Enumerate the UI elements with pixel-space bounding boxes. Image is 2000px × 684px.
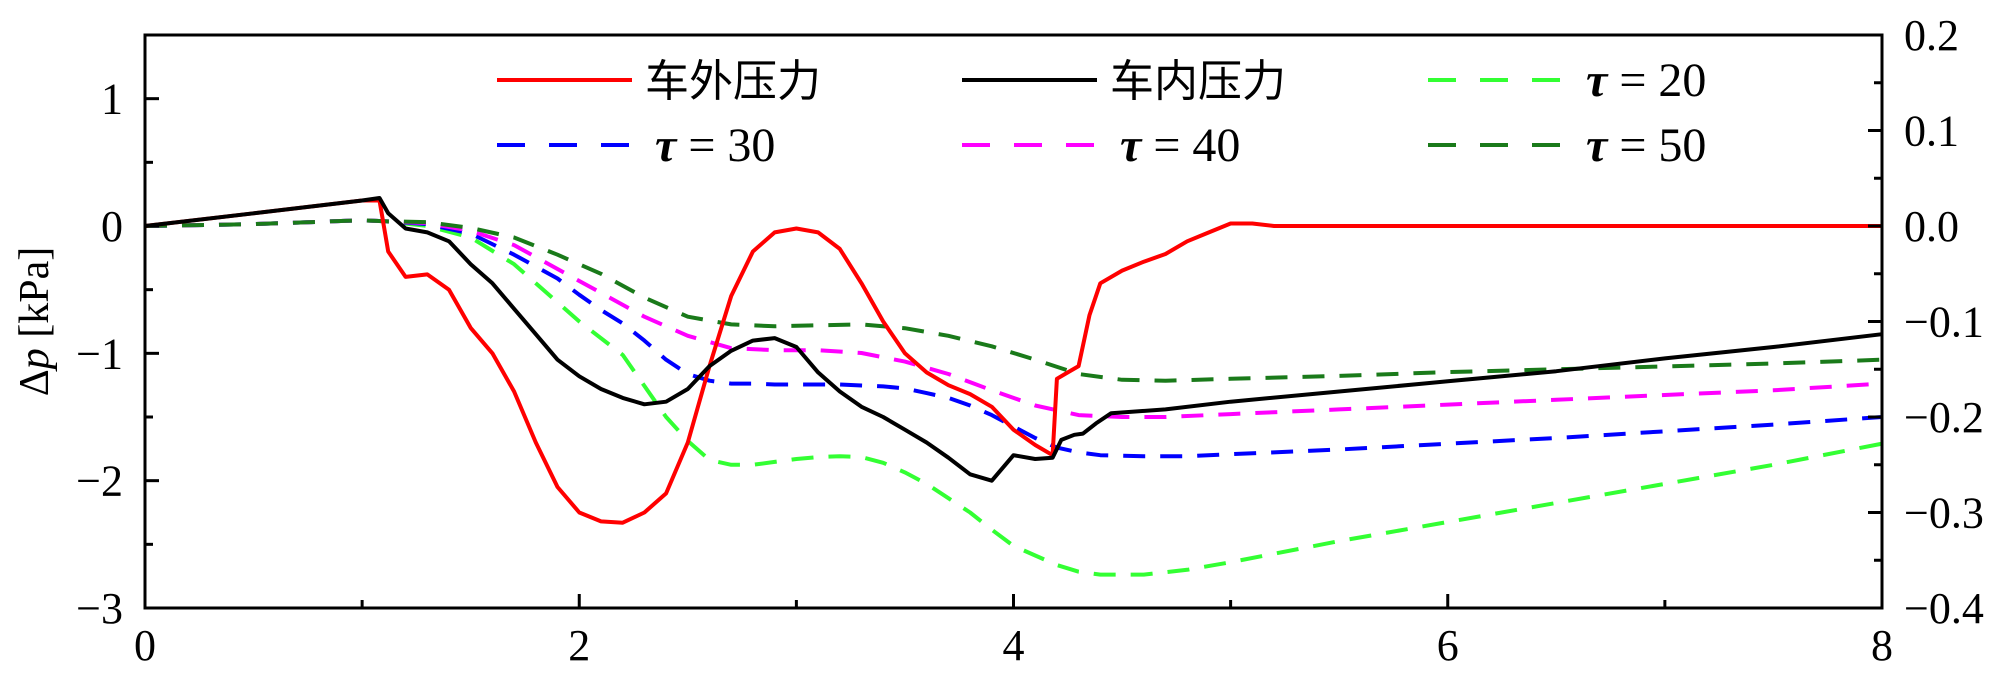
y-tick-label: −2 [76,457,123,506]
y2-tick-label: 0.1 [1904,107,1959,156]
series-line-2 [144,196,1883,483]
legend-label-3: τ = 20 [1586,54,1706,107]
y2-tick-label: −0.3 [1904,489,1984,538]
series-line-6 [144,218,1883,383]
ticks-group: 0 2 4 6 8 −3 −2 −1 0 1 −0.4 −0.3 −0.2 −0.1 0.0 0.1 0.2 [76,11,1984,670]
y-axis-label: Δp [kPa] [12,247,58,397]
y2-tick-label: −0.1 [1904,298,1984,347]
legend-label-5: τ = 40 [1120,119,1240,172]
legend: 车外压力 车内压力 τ = 20 τ = 30 τ = 40 τ = 50 [497,54,1706,172]
y-tick-label: 0 [101,202,123,251]
y2-tick-label: 0.0 [1904,202,1959,251]
series-line-1 [144,198,1882,525]
y-axis-label-var: p [12,348,58,372]
legend-label-6: τ = 50 [1586,119,1706,172]
series-group [144,196,1883,577]
y2-tick-label: 0.2 [1904,11,1959,60]
y-tick-label: −1 [76,329,123,378]
y-axis-label-unit: [kPa] [12,247,58,348]
legend-label-4: τ = 30 [655,119,775,172]
y2-tick-label: −0.2 [1904,393,1984,442]
series-line-4 [144,218,1883,459]
legend-label-1: 车外压力 [645,56,821,107]
x-tick-label: 4 [1003,621,1025,670]
x-tick-label: 0 [134,621,156,670]
x-tick-label: 2 [568,621,590,670]
y-axis-label-delta: Δ [12,369,58,396]
y-tick-label: 1 [101,75,123,124]
y2-tick-label: −0.4 [1904,584,1984,633]
y-tick-label: −3 [76,584,123,633]
series-line-3 [144,218,1883,577]
x-tick-label: 6 [1437,621,1459,670]
legend-label-2: 车内压力 [1110,56,1286,107]
x-tick-label: 8 [1871,621,1893,670]
series-line-5 [144,218,1883,419]
